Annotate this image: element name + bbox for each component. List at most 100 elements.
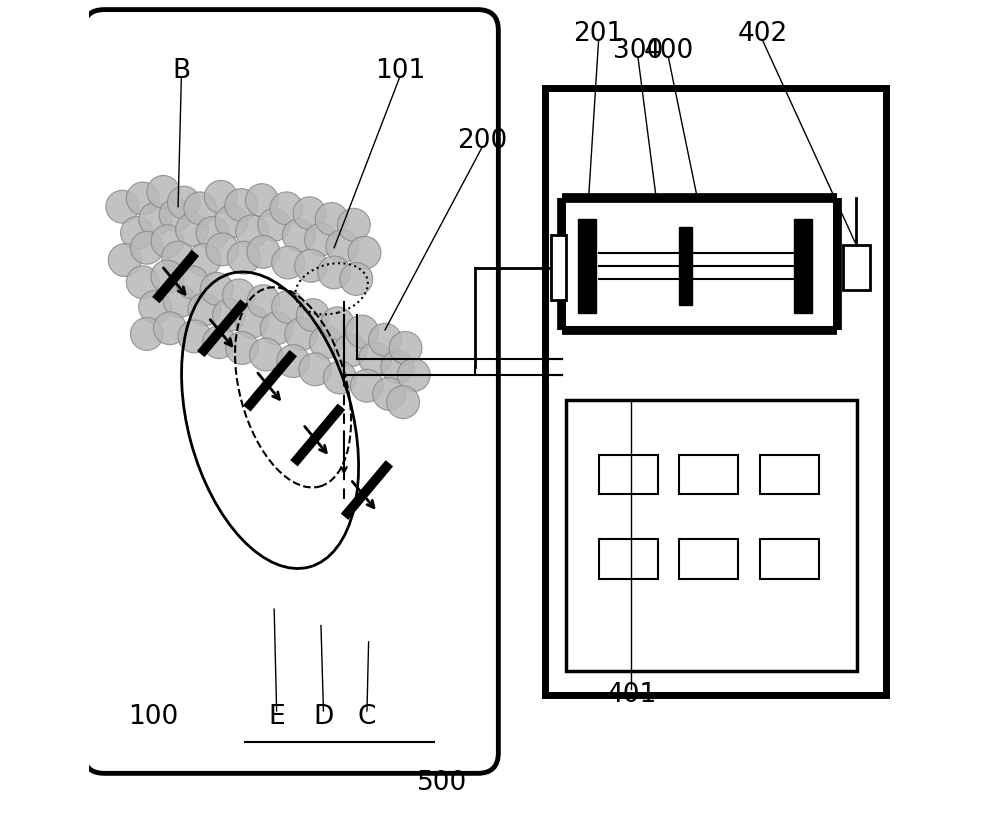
Circle shape bbox=[139, 290, 172, 323]
Circle shape bbox=[162, 241, 195, 274]
Circle shape bbox=[213, 298, 245, 331]
Text: 200: 200 bbox=[457, 128, 507, 154]
Bar bbox=[551, 235, 566, 300]
Bar bbox=[578, 219, 596, 313]
Bar bbox=[679, 227, 692, 305]
Circle shape bbox=[359, 342, 392, 375]
Circle shape bbox=[250, 338, 282, 371]
Circle shape bbox=[108, 244, 141, 277]
Circle shape bbox=[323, 361, 356, 394]
Circle shape bbox=[130, 317, 163, 350]
Circle shape bbox=[272, 246, 305, 279]
Circle shape bbox=[188, 244, 221, 277]
Circle shape bbox=[351, 369, 383, 402]
Circle shape bbox=[236, 305, 268, 338]
Text: B: B bbox=[172, 59, 190, 84]
Bar bbox=[566, 400, 857, 671]
Bar bbox=[679, 539, 738, 578]
Circle shape bbox=[215, 205, 248, 238]
Circle shape bbox=[321, 307, 354, 339]
Text: D: D bbox=[313, 705, 334, 731]
Circle shape bbox=[340, 263, 373, 295]
Circle shape bbox=[315, 203, 348, 236]
Circle shape bbox=[337, 208, 370, 241]
Circle shape bbox=[346, 315, 378, 348]
FancyBboxPatch shape bbox=[84, 10, 498, 774]
Text: 500: 500 bbox=[417, 770, 468, 796]
Text: C: C bbox=[358, 705, 376, 731]
Text: 401: 401 bbox=[606, 682, 657, 709]
Circle shape bbox=[389, 331, 422, 364]
Circle shape bbox=[151, 260, 184, 293]
Circle shape bbox=[305, 223, 337, 256]
Text: 300: 300 bbox=[613, 38, 663, 63]
Text: 101: 101 bbox=[375, 59, 425, 84]
Circle shape bbox=[293, 197, 326, 230]
Circle shape bbox=[130, 232, 163, 265]
Text: E: E bbox=[268, 705, 285, 731]
Circle shape bbox=[204, 180, 237, 213]
Bar bbox=[679, 455, 738, 494]
Circle shape bbox=[348, 236, 381, 269]
Circle shape bbox=[260, 311, 293, 344]
Circle shape bbox=[139, 203, 172, 236]
Circle shape bbox=[106, 190, 139, 223]
Bar bbox=[545, 87, 886, 695]
Circle shape bbox=[245, 184, 278, 217]
Circle shape bbox=[184, 192, 217, 225]
Circle shape bbox=[247, 285, 280, 317]
Circle shape bbox=[206, 233, 239, 266]
Circle shape bbox=[147, 176, 180, 208]
Text: 201: 201 bbox=[573, 21, 624, 47]
Circle shape bbox=[176, 213, 208, 246]
Bar bbox=[566, 203, 833, 325]
Circle shape bbox=[282, 219, 315, 252]
Bar bbox=[760, 539, 819, 578]
Circle shape bbox=[258, 208, 291, 241]
Circle shape bbox=[159, 199, 192, 232]
Circle shape bbox=[299, 353, 332, 386]
Circle shape bbox=[373, 377, 406, 410]
Circle shape bbox=[381, 350, 414, 383]
Circle shape bbox=[196, 217, 229, 250]
Circle shape bbox=[397, 358, 430, 391]
Circle shape bbox=[176, 266, 208, 298]
Circle shape bbox=[121, 217, 153, 250]
Circle shape bbox=[236, 215, 268, 248]
Bar bbox=[794, 219, 812, 313]
Circle shape bbox=[203, 325, 236, 358]
Circle shape bbox=[387, 386, 420, 419]
Text: 400: 400 bbox=[643, 38, 693, 63]
Circle shape bbox=[318, 256, 351, 289]
Circle shape bbox=[270, 192, 303, 225]
Circle shape bbox=[309, 325, 342, 358]
Circle shape bbox=[222, 279, 255, 311]
Bar bbox=[760, 455, 819, 494]
Circle shape bbox=[272, 290, 305, 323]
Circle shape bbox=[225, 189, 258, 222]
Circle shape bbox=[247, 236, 280, 269]
Circle shape bbox=[369, 323, 401, 356]
Circle shape bbox=[126, 182, 159, 215]
Circle shape bbox=[178, 320, 211, 353]
Text: 100: 100 bbox=[128, 705, 179, 731]
Bar bbox=[599, 539, 658, 578]
Circle shape bbox=[227, 241, 260, 274]
Circle shape bbox=[167, 186, 200, 219]
Circle shape bbox=[188, 293, 221, 325]
Circle shape bbox=[200, 273, 233, 305]
Circle shape bbox=[277, 344, 309, 377]
Circle shape bbox=[226, 331, 259, 364]
Circle shape bbox=[296, 298, 329, 331]
Circle shape bbox=[153, 311, 186, 344]
Circle shape bbox=[126, 266, 159, 298]
Circle shape bbox=[163, 285, 196, 317]
Circle shape bbox=[326, 230, 359, 263]
Circle shape bbox=[295, 250, 328, 283]
Text: 402: 402 bbox=[738, 21, 788, 47]
Bar bbox=[599, 455, 658, 494]
Circle shape bbox=[151, 225, 184, 258]
Bar bbox=[843, 246, 870, 290]
Circle shape bbox=[334, 334, 367, 367]
Circle shape bbox=[285, 317, 318, 350]
